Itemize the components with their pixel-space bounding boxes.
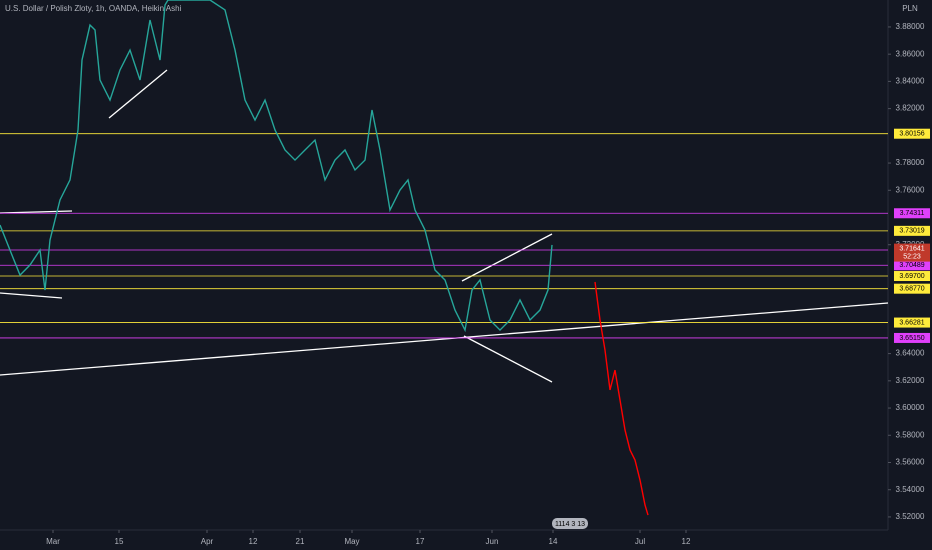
trendline — [0, 292, 63, 299]
x-tick-label: 14 — [549, 537, 558, 546]
level-tag — [894, 128, 930, 139]
chart-title: U.S. Dollar / Polish Zloty, 1h, OANDA, H… — [5, 4, 182, 13]
level-label: 3.69700 — [899, 273, 924, 280]
x-tick-label: Apr — [201, 537, 214, 546]
level-label: 3.74311 — [900, 210, 925, 217]
y-tick-label: 3.60000 — [896, 403, 925, 412]
y-tick-label: 3.88000 — [896, 22, 925, 31]
x-tick-label: 12 — [682, 537, 691, 546]
level-tag — [894, 271, 930, 282]
y-tick-label: 3.86000 — [896, 49, 925, 58]
price-line — [594, 281, 649, 516]
x-tick-label: Jun — [486, 537, 499, 546]
trendline — [108, 69, 168, 119]
trendline — [463, 335, 553, 383]
x-tick-label: 17 — [416, 537, 425, 546]
countdown: 52:23 — [903, 253, 921, 260]
x-tick-label: 15 — [115, 537, 124, 546]
y-tick-label: 3.82000 — [896, 104, 925, 113]
last-price-tag — [894, 243, 930, 262]
x-tick-label: 21 — [296, 537, 305, 546]
level-tag — [894, 283, 930, 294]
level-tag — [894, 260, 930, 271]
trendline — [461, 233, 553, 282]
y-tick-label: 3.76000 — [896, 185, 925, 194]
trendline — [0, 210, 73, 214]
currency: PLN — [902, 4, 918, 13]
y-tick-label: 3.78000 — [896, 158, 925, 167]
trendline — [0, 302, 889, 376]
level-label: 3.70489 — [899, 262, 924, 269]
level-label: 3.80156 — [899, 131, 924, 138]
y-tick-label: 3.62000 — [896, 376, 925, 385]
badge: 1114 3 13 — [555, 521, 585, 528]
badge-bg — [552, 518, 588, 529]
x-tick-label: Jul — [635, 537, 645, 546]
x-tick-label: May — [344, 537, 359, 546]
y-tick-label: 3.84000 — [896, 77, 925, 86]
level-label: 3.68770 — [899, 286, 924, 293]
y-tick-label: 3.52000 — [896, 512, 925, 521]
last-price: 3.71641 — [899, 245, 924, 252]
level-tag — [894, 332, 930, 343]
y-tick-label: 3.56000 — [896, 458, 925, 467]
level-label: 3.66281 — [899, 319, 924, 326]
level-tag — [894, 208, 930, 219]
x-tick-label: 12 — [249, 537, 258, 546]
y-tick-label: 3.58000 — [896, 430, 925, 439]
x-tick-label: Mar — [46, 537, 60, 546]
level-tag — [894, 317, 930, 328]
trendlines — [0, 69, 889, 383]
y-tick-label: 3.64000 — [896, 349, 925, 358]
level-tag — [894, 225, 930, 236]
y-tick-label: 3.54000 — [896, 485, 925, 494]
level-label: 3.73019 — [899, 228, 924, 235]
level-label: 3.65150 — [899, 335, 924, 342]
price-line — [0, 0, 553, 333]
